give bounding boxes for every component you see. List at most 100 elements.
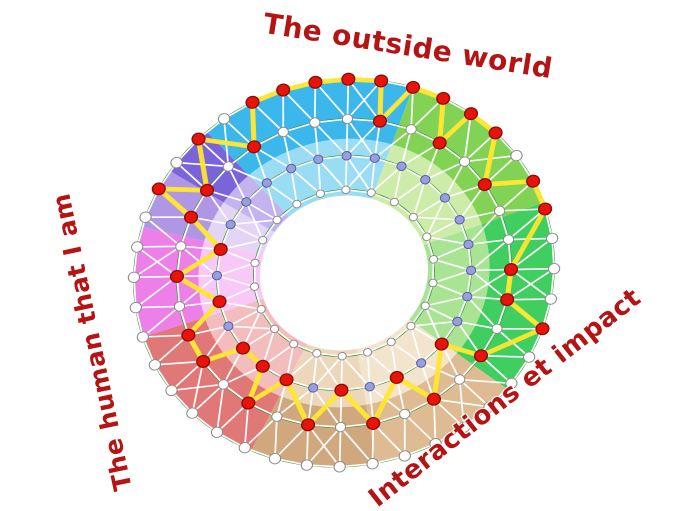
red-node[interactable] [477, 177, 492, 192]
node[interactable] [463, 239, 474, 250]
node[interactable] [366, 188, 376, 197]
node[interactable] [222, 161, 234, 173]
sector-salmon-outer[interactable] [142, 304, 291, 469]
red-node[interactable] [463, 106, 479, 121]
node[interactable] [428, 278, 438, 288]
red-node[interactable] [196, 354, 211, 368]
node[interactable] [270, 324, 280, 334]
red-node[interactable] [191, 132, 206, 146]
red-node[interactable] [334, 383, 349, 397]
red-node[interactable] [213, 242, 228, 256]
node[interactable] [308, 383, 319, 393]
red-node[interactable] [488, 126, 503, 140]
node[interactable] [286, 163, 297, 174]
node[interactable] [186, 407, 199, 420]
node[interactable] [217, 112, 231, 125]
node[interactable] [547, 262, 561, 275]
node[interactable] [165, 384, 178, 397]
red-node[interactable] [535, 322, 550, 336]
node[interactable] [462, 291, 473, 302]
node[interactable] [416, 358, 427, 368]
red-node[interactable] [538, 202, 553, 216]
red-node[interactable] [300, 418, 316, 432]
red-node[interactable] [432, 136, 447, 150]
node[interactable] [261, 178, 272, 188]
node[interactable] [398, 450, 411, 463]
node[interactable] [396, 161, 407, 171]
red-node[interactable] [235, 341, 251, 355]
red-node[interactable] [426, 392, 442, 406]
red-node[interactable] [241, 396, 256, 410]
node[interactable] [386, 337, 396, 347]
red-node[interactable] [308, 75, 323, 89]
red-node[interactable] [212, 294, 227, 309]
node[interactable] [313, 154, 324, 165]
node[interactable] [225, 219, 236, 230]
red-node[interactable] [183, 210, 199, 224]
node[interactable] [315, 189, 325, 198]
node[interactable] [333, 460, 346, 473]
node[interactable] [223, 321, 234, 331]
node[interactable] [408, 212, 418, 222]
node[interactable] [510, 149, 523, 162]
node[interactable] [272, 215, 282, 225]
node[interactable] [127, 271, 141, 284]
red-node[interactable] [245, 95, 260, 109]
red-node[interactable] [181, 328, 196, 342]
red-node[interactable] [526, 174, 541, 188]
node[interactable] [429, 437, 442, 450]
node[interactable] [136, 331, 150, 344]
node[interactable] [405, 124, 417, 136]
red-node[interactable] [255, 359, 270, 373]
node[interactable] [148, 358, 162, 371]
node[interactable] [364, 381, 375, 392]
node[interactable] [211, 270, 223, 281]
node[interactable] [502, 234, 515, 246]
red-node[interactable] [151, 182, 166, 196]
node[interactable] [369, 153, 380, 163]
node[interactable] [545, 232, 559, 245]
node[interactable] [258, 235, 268, 245]
node[interactable] [452, 316, 463, 327]
node[interactable] [406, 321, 416, 331]
node[interactable] [389, 197, 399, 207]
red-node[interactable] [279, 373, 294, 387]
node[interactable] [491, 323, 503, 335]
node[interactable] [420, 301, 430, 311]
node[interactable] [277, 126, 289, 138]
red-node[interactable] [199, 183, 215, 197]
node[interactable] [300, 459, 314, 472]
node[interactable] [249, 282, 260, 291]
red-node[interactable] [341, 72, 356, 86]
node[interactable] [422, 232, 432, 242]
node[interactable] [250, 258, 260, 268]
node[interactable] [341, 113, 354, 125]
node[interactable] [130, 241, 144, 254]
red-node[interactable] [503, 262, 519, 277]
node[interactable] [341, 151, 352, 161]
node[interactable] [366, 457, 379, 470]
node[interactable] [439, 193, 451, 203]
node[interactable] [238, 441, 251, 454]
node[interactable] [493, 205, 506, 217]
node[interactable] [312, 349, 322, 358]
node[interactable] [363, 348, 373, 357]
node[interactable] [292, 199, 302, 209]
node[interactable] [483, 401, 496, 414]
node[interactable] [173, 301, 186, 313]
red-node[interactable] [434, 337, 449, 351]
node[interactable] [256, 304, 266, 314]
red-node[interactable] [374, 74, 389, 88]
node[interactable] [341, 185, 351, 195]
node[interactable] [175, 241, 187, 253]
red-node[interactable] [169, 269, 185, 283]
node[interactable] [268, 452, 282, 465]
node[interactable] [337, 351, 347, 361]
node[interactable] [289, 339, 299, 349]
red-node[interactable] [366, 416, 381, 430]
red-node[interactable] [276, 83, 291, 97]
node[interactable] [334, 421, 347, 433]
node[interactable] [309, 117, 321, 129]
red-node[interactable] [500, 292, 515, 307]
node[interactable] [505, 377, 518, 390]
